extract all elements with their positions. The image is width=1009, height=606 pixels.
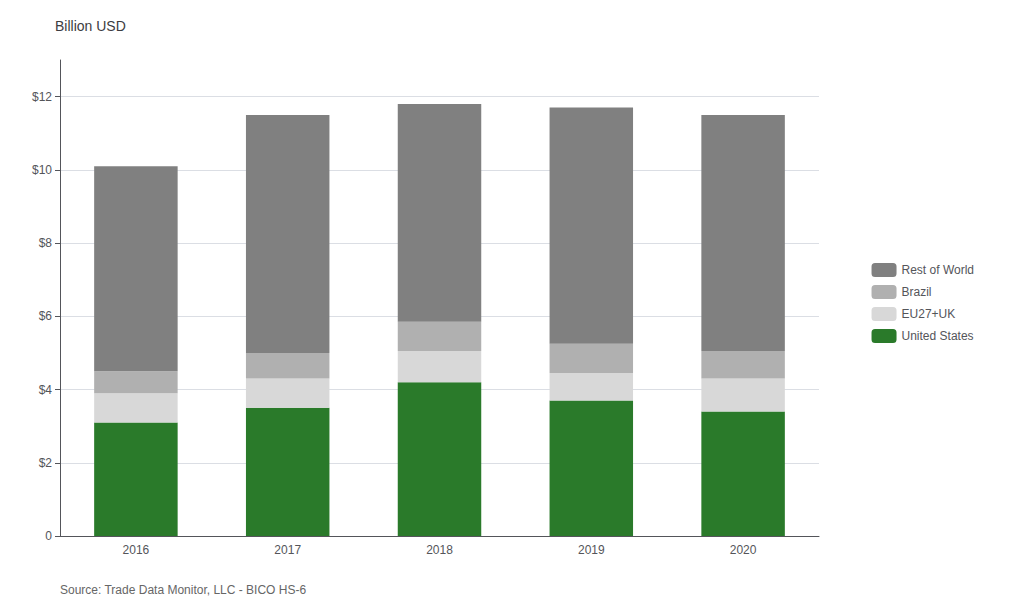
svg-text:$10: $10 [32,163,52,177]
svg-text:$12: $12 [32,90,52,104]
svg-text:$4: $4 [39,383,53,397]
svg-text:2017: 2017 [274,543,301,557]
svg-text:2019: 2019 [578,543,605,557]
svg-text:Rest of World: Rest of World [902,263,974,277]
svg-text:$8: $8 [39,236,53,250]
svg-text:Billion USD: Billion USD [55,18,126,34]
svg-text:2018: 2018 [426,543,453,557]
svg-text:EU27+UK: EU27+UK [902,307,956,321]
svg-text:$2: $2 [39,456,53,470]
svg-text:Brazil: Brazil [902,285,932,299]
svg-text:2016: 2016 [123,543,150,557]
svg-text:United States: United States [902,329,974,343]
svg-text:Source: Trade Data Monitor, LL: Source: Trade Data Monitor, LLC - BICO H… [60,583,306,597]
svg-text:0: 0 [45,529,52,543]
svg-text:$6: $6 [39,309,53,323]
svg-text:2020: 2020 [730,543,757,557]
